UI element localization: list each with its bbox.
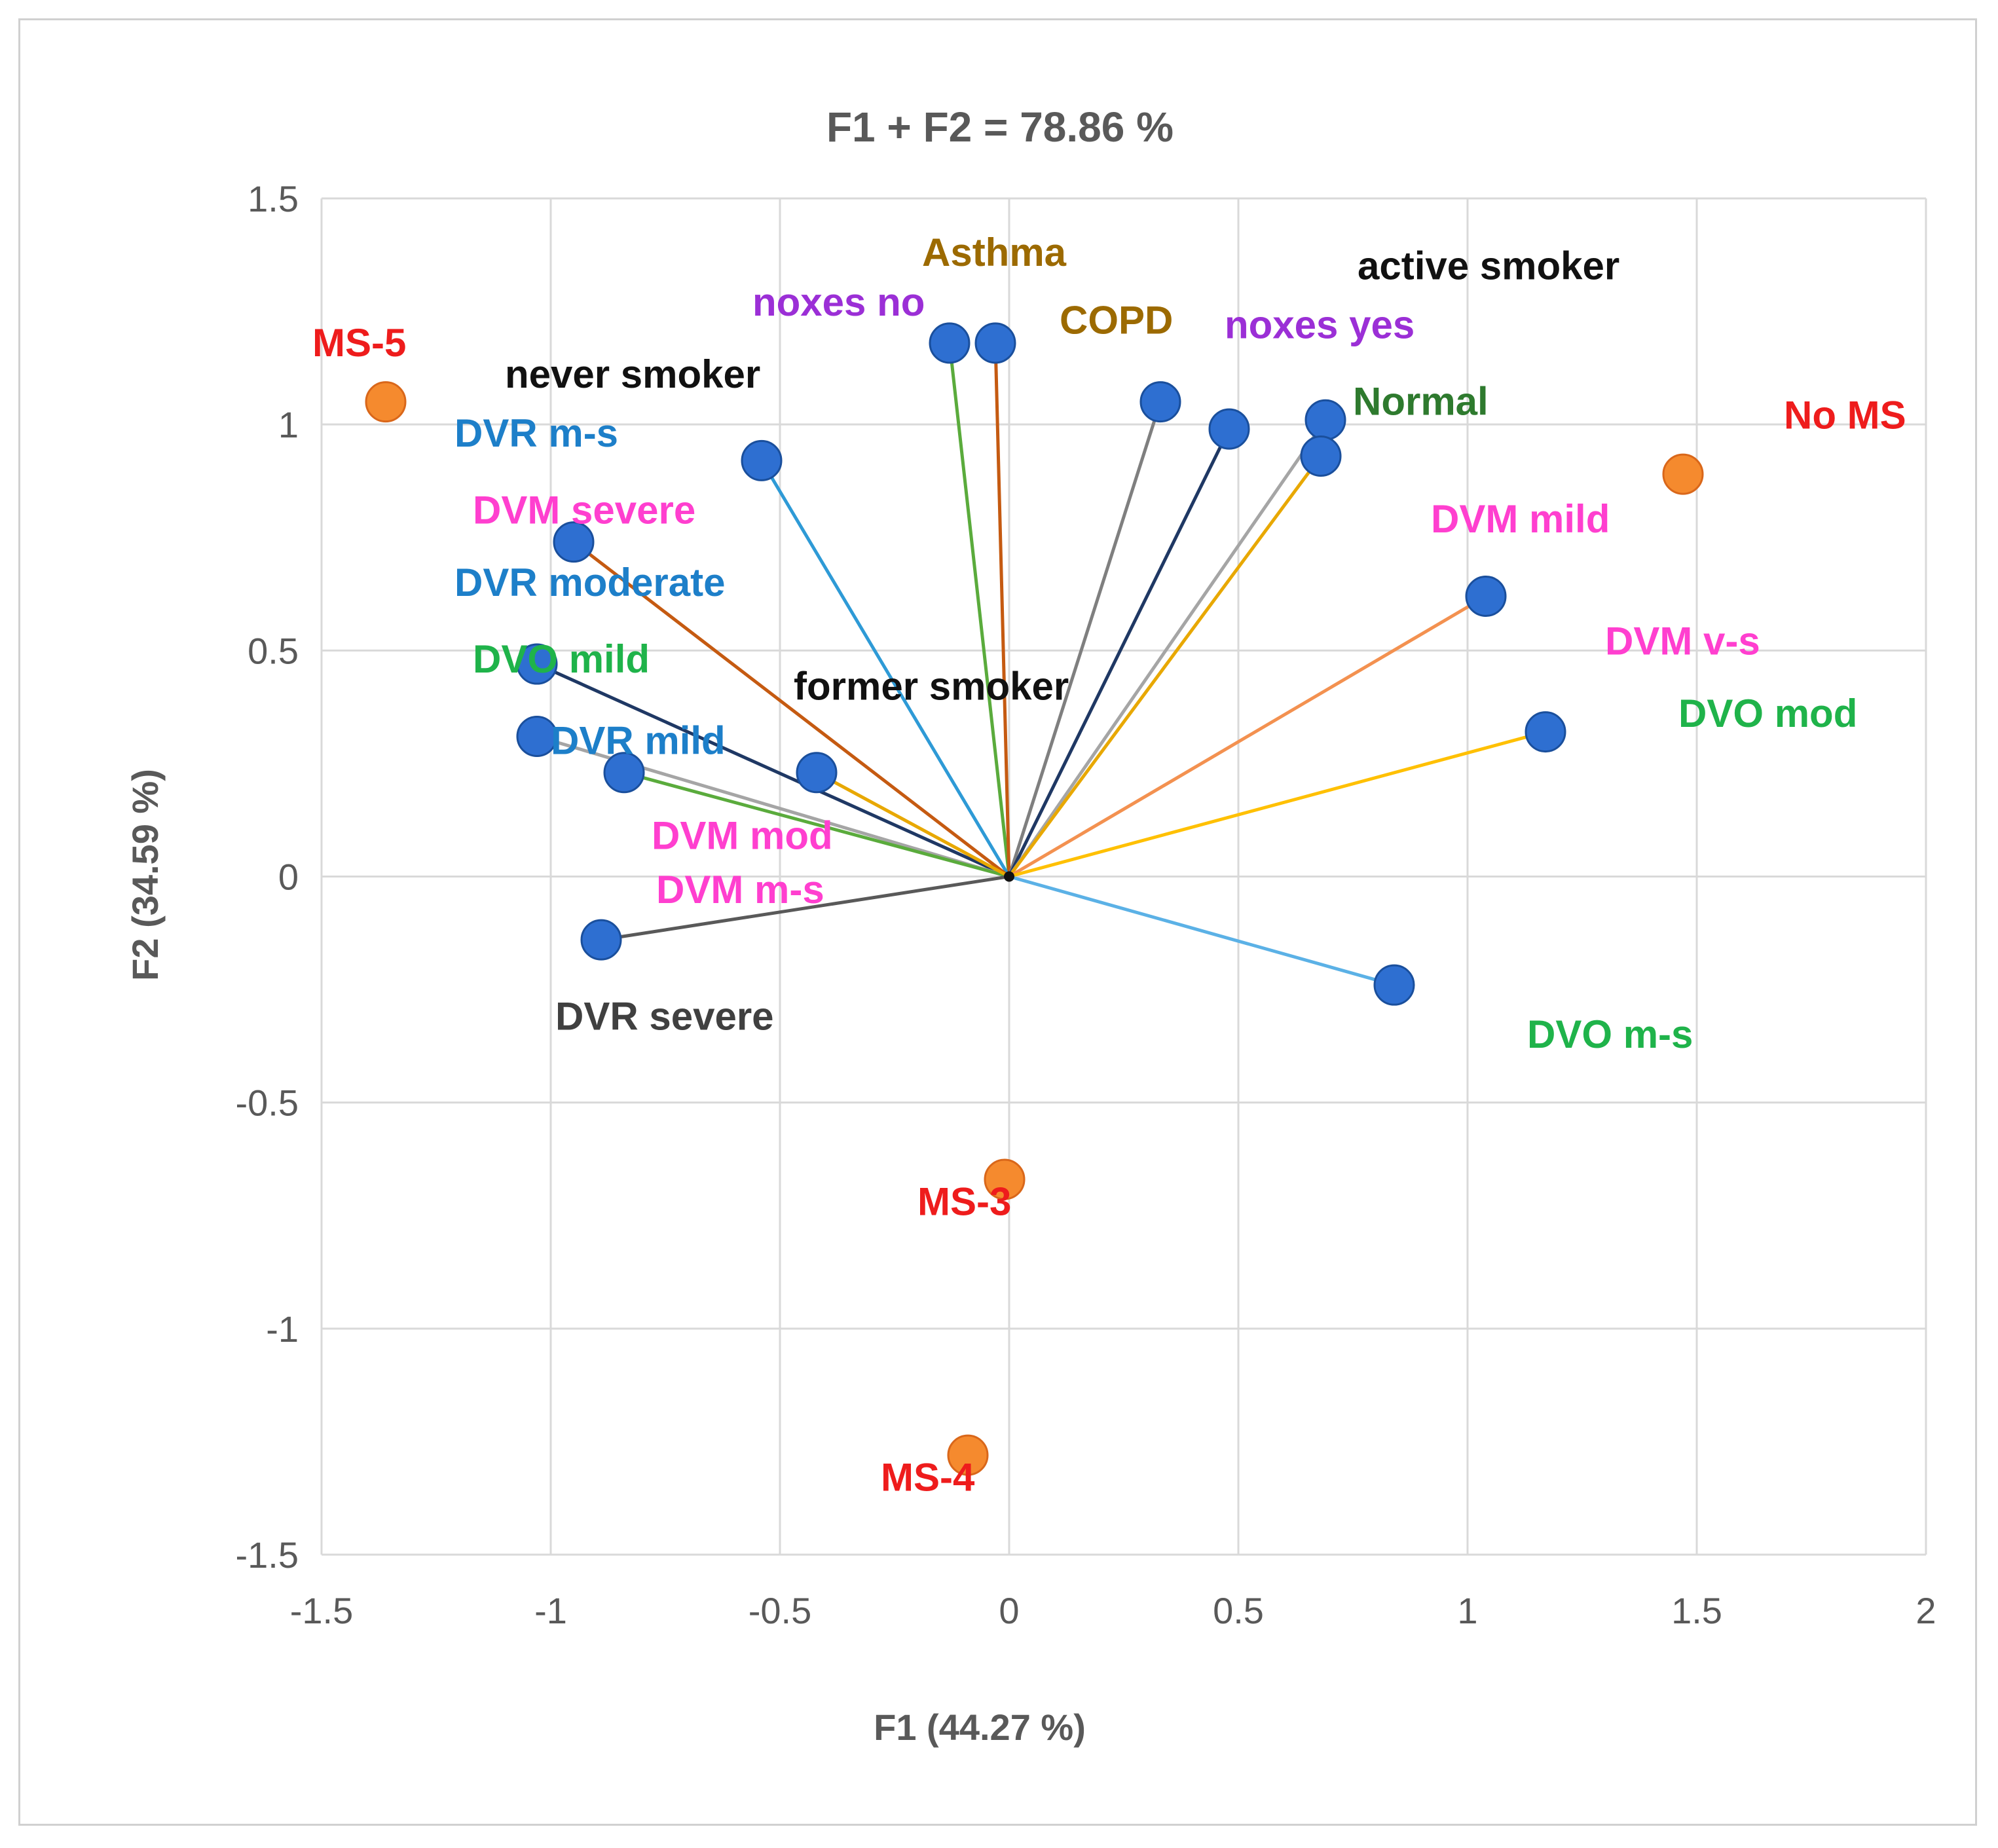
y-tick-label: 1 — [278, 404, 299, 445]
label-dvm-v-s: DVM v-s — [1605, 619, 1760, 663]
y-tick-label: 0 — [278, 857, 299, 898]
chart-title: F1 + F2 = 78.86 % — [826, 103, 1174, 151]
label-dvr-m-s: DVR m-s — [454, 411, 618, 455]
variable-point-noxes-yes — [1304, 399, 1346, 441]
observation-point-ms-4 — [947, 1434, 989, 1476]
label-normal: Normal — [1353, 380, 1489, 424]
variable-point-dvm-mild — [1465, 575, 1507, 617]
variable-point-dvr-mild — [796, 752, 838, 794]
variable-point-active-smoker — [1208, 408, 1250, 450]
label-dvm-mod: DVM mod — [652, 813, 833, 857]
vector-noxes-no — [993, 342, 1011, 877]
vector-dvr-m-s — [572, 540, 1010, 878]
y-tick-label: 0.5 — [248, 630, 299, 671]
label-dvm-m-s: DVM m-s — [656, 868, 824, 912]
x-tick-label: 1 — [1457, 1590, 1477, 1631]
label-dvr-severe: DVR severe — [555, 995, 774, 1039]
vector-dvr-mild — [815, 771, 1010, 878]
vector-copd — [1007, 401, 1162, 878]
label-copd: COPD — [1060, 298, 1173, 342]
variable-point-dvo-m-s — [1373, 964, 1415, 1006]
chart-frame: F1 + F2 = 78.86 % -1.5 -1 -0.5 0 0.5 1 1.5 -1.… — [18, 18, 1977, 1826]
vector-never-smoker — [760, 460, 1011, 878]
label-dvo-mild: DVO mild — [473, 637, 650, 681]
x-tick-label: 2 — [1915, 1590, 1936, 1631]
y-tick-label: -1.5 — [236, 1534, 299, 1576]
x-tick-label: 1.5 — [1671, 1590, 1722, 1631]
label-dvo-mod: DVO mod — [1678, 692, 1857, 735]
x-tick-label: 0.5 — [1213, 1590, 1264, 1631]
data-points — [365, 322, 1704, 1476]
label-noxes-no: noxes no — [752, 280, 925, 324]
vector-dvm-severe — [536, 662, 1010, 878]
variable-point-asthma — [929, 322, 971, 364]
x-tick-label: -1 — [534, 1590, 567, 1631]
x-tick-label: -0.5 — [749, 1590, 812, 1631]
gridlines — [320, 197, 1927, 1556]
observation-point-ms-3 — [984, 1158, 1026, 1200]
variable-point-noxes-no — [974, 322, 1016, 364]
vector-dvo-m-s — [1008, 875, 1395, 987]
biplot-chart: F1 + F2 = 78.86 % -1.5 -1 -0.5 0 0.5 1 1.5 -1.… — [124, 103, 1936, 1748]
label-no-ms: No MS — [1784, 393, 1906, 437]
y-tick-label: -0.5 — [236, 1082, 299, 1124]
variable-point-never-smoker — [741, 439, 783, 481]
label-dvr-moderate: DVR moderate — [454, 561, 725, 604]
label-ms-4: MS-4 — [881, 1456, 975, 1500]
label-never-smoker: never smoker — [505, 352, 760, 396]
x-tick-label: 0 — [999, 1590, 1019, 1631]
y-axis-title: F2 (34.59 %) — [124, 769, 166, 981]
label-dvm-mild: DVM mild — [1431, 497, 1610, 541]
vector-dvm-m-s — [601, 875, 1010, 942]
variable-point-dvm-v-s — [1525, 711, 1566, 753]
x-axis-title: F1 (44.27 %) — [874, 1707, 1086, 1748]
vector-dvm-mild — [1008, 595, 1487, 878]
variable-point-dvo-mild — [603, 752, 645, 794]
variable-point-dvm-m-s — [580, 919, 622, 961]
x-tick-labels: -1.5 -1 -0.5 0 0.5 1 1.5 2 — [290, 1590, 1936, 1631]
observation-point-no-ms — [1662, 453, 1704, 495]
variable-point-normal — [1300, 435, 1342, 477]
label-ms-3: MS-3 — [917, 1180, 1011, 1224]
point-labels: Asthma noxes no COPD active smoker noxes yes… — [312, 231, 1906, 1500]
y-tick-labels: -1.5 -1 -0.5 0 0.5 1 1.5 — [236, 178, 299, 1576]
variable-point-dvm-severe — [516, 643, 558, 685]
label-dvm-severe: DVM severe — [473, 488, 695, 532]
vector-normal — [1007, 455, 1323, 878]
variable-point-copd — [1139, 381, 1181, 423]
label-active-smoker: active smoker — [1358, 244, 1619, 288]
observation-point-ms-5 — [365, 381, 407, 423]
vector-noxes-yes — [1007, 418, 1327, 878]
vector-dvm-v-s — [1008, 730, 1546, 878]
label-dvo-m-s: DVO m-s — [1527, 1012, 1693, 1056]
vector-dvo-mild — [623, 771, 1010, 878]
label-dvr-mild: DVR mild — [551, 718, 726, 762]
variable-vectors — [536, 342, 1546, 987]
variable-point-dvr-moderate — [516, 715, 558, 757]
y-tick-label: 1.5 — [248, 178, 299, 219]
label-ms-5: MS-5 — [312, 321, 406, 365]
label-noxes-yes: noxes yes — [1225, 303, 1415, 346]
label-former-smoker: former smoker — [794, 665, 1069, 709]
x-tick-label: -1.5 — [290, 1590, 354, 1631]
label-asthma: Asthma — [922, 231, 1067, 274]
vector-asthma — [948, 342, 1011, 877]
variable-point-dvr-m-s — [553, 521, 595, 563]
origin-marker — [1004, 871, 1014, 882]
y-tick-label: -1 — [266, 1308, 299, 1350]
vector-active-smoker — [1007, 428, 1231, 878]
